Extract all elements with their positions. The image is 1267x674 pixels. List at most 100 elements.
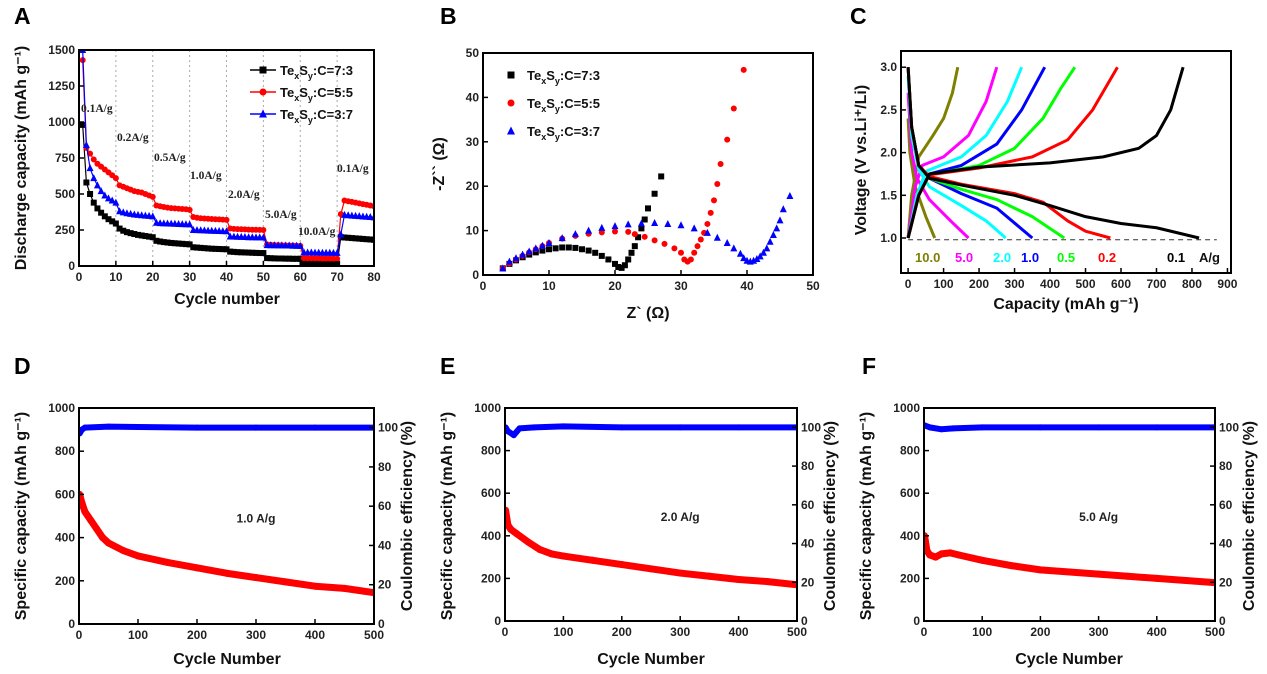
efficiency-point <box>938 426 945 433</box>
data-point <box>138 232 145 239</box>
efficiency-series <box>924 422 1215 433</box>
x-tick-label: 20 <box>146 270 160 284</box>
data-point <box>149 234 156 241</box>
data-point <box>611 222 619 230</box>
x-tick-label: 20 <box>608 279 622 293</box>
y2-tick-label: 0 <box>378 617 385 631</box>
legend-label: TexSy:C=7:3 <box>527 68 600 86</box>
rate-label: 5.0 <box>955 250 973 265</box>
data-point <box>186 220 194 228</box>
y2-tick-label: 40 <box>1219 537 1233 551</box>
data-point <box>717 161 724 167</box>
data-point <box>631 243 638 250</box>
capacity-point <box>1066 568 1073 576</box>
data-point <box>112 220 119 227</box>
legend-marker <box>507 71 515 79</box>
y-tick-label: 0 <box>494 614 501 628</box>
legend-label: TexSy:C=7:3 <box>280 63 353 81</box>
x-tick-label: 50 <box>806 279 820 293</box>
data-point <box>197 244 204 251</box>
x-tick-label: 40 <box>220 270 234 284</box>
rate-annotation: 5.0A/g <box>265 209 297 221</box>
data-point <box>690 224 698 232</box>
x-tick-label: 0 <box>921 625 928 639</box>
y-tick-label: 20 <box>466 179 480 193</box>
data-point <box>223 216 230 223</box>
data-point <box>127 230 134 237</box>
data-point <box>146 233 153 240</box>
data-point <box>703 228 711 236</box>
x-tick-label: 40 <box>740 279 754 293</box>
data-point <box>194 244 200 251</box>
rate-annotation: 0.2A/g <box>117 132 149 144</box>
data-point <box>323 260 330 266</box>
data-point <box>308 260 315 266</box>
capacity-point <box>252 574 260 582</box>
efficiency-series <box>505 423 797 439</box>
plot-frame <box>78 407 375 625</box>
data-point <box>704 220 711 227</box>
data-point <box>267 255 274 262</box>
panel-letter: E <box>440 353 455 379</box>
efficiency-point <box>253 424 259 431</box>
x-axis-title: Cycle number <box>174 291 280 308</box>
data-point <box>312 260 318 266</box>
x-tick-label: 100 <box>553 625 573 639</box>
y2-tick-label: 100 <box>378 421 398 435</box>
efficiency-point <box>505 428 511 435</box>
capacity-point <box>1153 574 1161 582</box>
charge-curve <box>906 66 1119 239</box>
y-tick-label: 600 <box>900 486 920 500</box>
data-point <box>713 233 721 241</box>
x-tick-label: 100 <box>972 625 992 639</box>
charge-curve <box>906 66 999 239</box>
x-tick-label: 800 <box>1182 277 1202 291</box>
capacity-point <box>618 561 626 569</box>
y-tick-label: 2.5 <box>880 103 897 117</box>
data-point <box>330 260 337 266</box>
y2-axis-title: Coulombic efficiency (%) <box>399 421 416 611</box>
data-point <box>149 193 156 200</box>
plot-area <box>906 66 1217 241</box>
legend-label: TexSy:C=3:7 <box>527 124 600 142</box>
panel-d: D0 100 200 300 400 50002004006008001000020406… <box>13 353 416 668</box>
data-point <box>505 257 513 265</box>
y-tick-label: 1000 <box>48 115 75 129</box>
data-point <box>624 220 632 228</box>
capacity-point <box>341 584 348 592</box>
data-point <box>223 246 230 253</box>
data-point <box>677 221 685 229</box>
y-tick-label: 0 <box>472 268 479 282</box>
data-point <box>82 141 90 149</box>
y2-axis-title: Coulombic efficiency (%) <box>1241 421 1258 611</box>
data-point <box>116 225 123 232</box>
rate-annotation: 0.5A/g <box>154 152 186 164</box>
efficiency-point <box>1095 424 1102 431</box>
y-tick-label: 200 <box>55 574 75 588</box>
x-axis-title: Cycle Number <box>1015 651 1123 668</box>
rate-label: 2.0 <box>993 250 1011 265</box>
capacity-point <box>937 550 945 558</box>
y-tick-label: 800 <box>900 444 920 458</box>
data-point <box>83 179 90 186</box>
data-point <box>367 236 374 243</box>
x-tick-label: 400 <box>1040 277 1060 291</box>
capacity-point <box>926 551 934 559</box>
rate-label: 0.2 <box>1098 250 1116 265</box>
capacity-point <box>223 569 230 577</box>
x-tick-label: 200 <box>612 625 632 639</box>
x-tick-label: 60 <box>294 270 308 284</box>
data-point <box>249 249 256 256</box>
efficiency-point <box>735 424 742 431</box>
rate-annotation: 2.0A/g <box>228 189 260 201</box>
y2-tick-label: 60 <box>378 499 392 513</box>
data-point <box>558 234 566 242</box>
data-point <box>256 250 263 257</box>
data-point <box>645 205 651 212</box>
data-point <box>334 255 341 262</box>
plot-frame <box>482 52 814 276</box>
capacity-series <box>79 493 374 597</box>
y-tick-label: 400 <box>481 529 501 543</box>
y-tick-label: 400 <box>55 531 75 545</box>
panel-f: F0 100 200 300 400 50002004006008001000020406… <box>858 353 1258 668</box>
